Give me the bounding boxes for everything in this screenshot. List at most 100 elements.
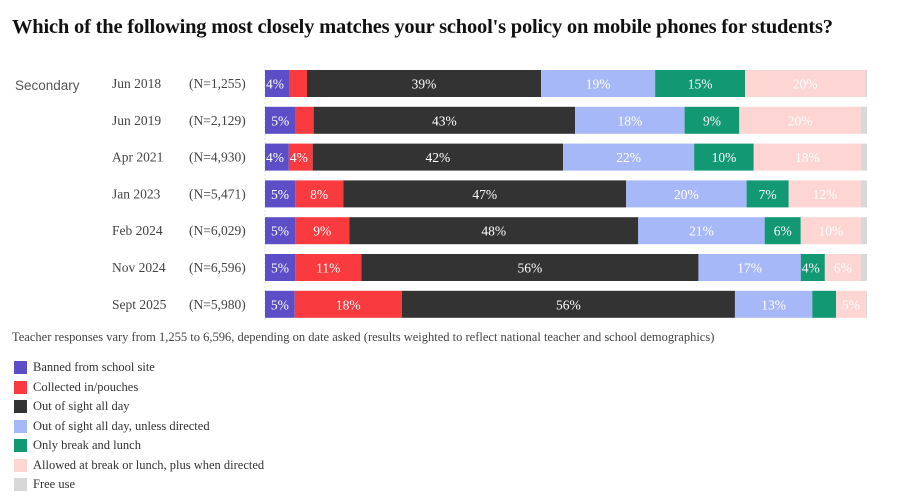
category-label: Jan 2023 xyxy=(112,186,161,201)
bar-segment xyxy=(684,106,740,134)
data-label: 10% xyxy=(819,224,844,239)
data-label: 21% xyxy=(689,224,714,239)
sample-size-label: (N=2,129) xyxy=(189,113,246,128)
data-label: 4% xyxy=(290,150,308,165)
data-label: 18% xyxy=(617,113,642,128)
data-label: 4% xyxy=(802,261,820,276)
legend-label: Out of sight all day xyxy=(33,399,130,414)
legend-label: Banned from school site xyxy=(33,360,155,375)
stacked-bar-chart: Jun 2018 (N=1,255) Jun 2019 (N=2,129) Apr 20… xyxy=(112,66,867,322)
bar-segment xyxy=(265,254,296,281)
category-label: Feb 2024 xyxy=(112,223,163,238)
bar-segment xyxy=(861,143,867,171)
bar-segment xyxy=(294,290,402,318)
data-label: 5% xyxy=(271,113,289,128)
legend-item: Out of sight all day, unless directed xyxy=(14,417,264,437)
bar-segment xyxy=(265,70,290,97)
data-label: 20% xyxy=(788,113,813,128)
data-label: 5% xyxy=(271,224,289,239)
bar-segment xyxy=(361,254,699,281)
bar-segment xyxy=(313,106,576,134)
bar-segment xyxy=(265,143,289,171)
data-label: 43% xyxy=(432,113,457,128)
bar-segment xyxy=(265,290,295,318)
legend-item: Out of sight all day xyxy=(14,397,264,417)
legend-item: Only break and lunch xyxy=(14,436,264,456)
category-label: Sept 2025 xyxy=(112,297,167,312)
legend-item: Allowed at break or lunch, plus when dir… xyxy=(14,456,264,476)
sample-size-label: (N=5,471) xyxy=(189,186,246,201)
legend-label: Free use xyxy=(33,477,75,492)
category-label: Nov 2024 xyxy=(112,260,166,275)
sample-size-label: (N=6,596) xyxy=(189,260,246,275)
sample-size-label: (N=6,029) xyxy=(189,223,246,238)
legend-label: Collected in/pouches xyxy=(33,379,139,394)
legend-swatch xyxy=(14,478,27,492)
legend-item: Free use xyxy=(14,475,264,495)
bar-segment xyxy=(349,217,639,245)
legend-label: Allowed at break or lunch, plus when dir… xyxy=(33,457,265,472)
data-label: 10% xyxy=(712,150,737,165)
bar-segment xyxy=(800,254,825,281)
group-label: Secondary xyxy=(15,78,80,93)
bar-segment xyxy=(563,143,695,171)
legend-swatch xyxy=(14,419,27,433)
data-label: 18% xyxy=(795,150,820,165)
bar-segment xyxy=(288,143,313,171)
bar-segment xyxy=(289,70,308,97)
bar-segment xyxy=(265,106,296,134)
data-label: 7% xyxy=(759,187,777,202)
footnote: Teacher responses vary from 1,255 to 6,5… xyxy=(12,330,715,344)
bar-segment xyxy=(626,180,747,208)
legend-swatch xyxy=(14,458,27,472)
sample-size-label: (N=1,255) xyxy=(189,76,246,91)
legend-label: Out of sight all day, unless directed xyxy=(33,418,210,433)
data-label: 4% xyxy=(266,77,284,92)
bar-segment xyxy=(860,106,867,134)
data-label: 6% xyxy=(774,224,792,239)
bar-segment xyxy=(860,180,867,208)
bar-segment xyxy=(655,70,746,97)
data-label: 47% xyxy=(472,187,497,202)
bar-segment xyxy=(295,106,314,134)
data-label: 5% xyxy=(271,261,289,276)
data-label: 15% xyxy=(688,77,713,92)
data-label: 8% xyxy=(310,187,328,202)
legend-swatch xyxy=(14,361,27,375)
chart-title: Which of the following most closely matc… xyxy=(12,16,833,38)
data-label: 4% xyxy=(266,150,284,165)
bars: 4% 39% 19% 15% 20% 5% 43% 18% 9% 20% 4% 4% 42% 22% 10%… xyxy=(265,70,867,318)
bar-segment xyxy=(865,70,867,97)
data-label: 17% xyxy=(737,261,762,276)
data-label: 9% xyxy=(703,113,721,128)
data-label: 22% xyxy=(616,150,641,165)
bar-segment xyxy=(307,70,542,97)
bar-segment xyxy=(800,217,861,245)
bar-segment xyxy=(295,180,344,208)
data-label: 9% xyxy=(313,224,331,239)
bar-segment xyxy=(739,106,861,134)
row-labels: Jun 2018 (N=1,255) Jun 2019 (N=2,129) Apr 20… xyxy=(112,76,246,312)
legend-swatch xyxy=(14,380,27,394)
data-label: 20% xyxy=(674,187,699,202)
bar-segment xyxy=(824,254,861,281)
data-label: 5% xyxy=(271,187,289,202)
bar-segment xyxy=(401,290,735,318)
legend-swatch xyxy=(14,439,27,453)
data-label: 6% xyxy=(834,261,852,276)
bar-segment xyxy=(541,70,656,97)
bar-segment xyxy=(764,217,801,245)
data-label: 5% xyxy=(842,297,860,312)
bar-segment xyxy=(575,106,685,134)
category-label: Apr 2021 xyxy=(112,150,163,165)
bar-segment xyxy=(753,143,862,171)
bar-segment xyxy=(295,217,350,245)
bar-segment xyxy=(638,217,765,245)
bar-segment xyxy=(698,254,801,281)
bar-segment xyxy=(343,180,627,208)
bar-segment xyxy=(295,254,362,281)
data-label: 13% xyxy=(761,297,786,312)
bar-segment xyxy=(865,290,867,318)
bar-segment xyxy=(860,254,867,281)
legend: Banned from school site Collected in/pouc… xyxy=(14,358,264,495)
